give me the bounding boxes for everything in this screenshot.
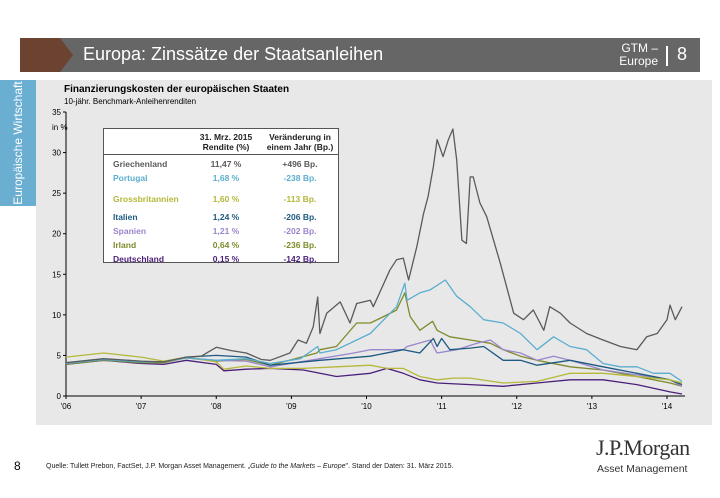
- sidebar-tab[interactable]: Europäische Wirtschaft: [0, 80, 36, 206]
- gtm-label: GTM – Europe: [600, 42, 658, 68]
- cell-country: Portugal: [113, 173, 148, 183]
- x-tick-label: '13: [587, 402, 598, 411]
- y-tick-label: 20: [52, 230, 61, 239]
- footer-page-number: 8: [14, 459, 21, 473]
- series-line-griechenland: [65, 128, 683, 364]
- cell-change: -202 Bp.: [283, 226, 317, 236]
- cell-yield: 1,68 %: [212, 173, 240, 183]
- logo-subtitle: Asset Management: [597, 463, 688, 475]
- y-tick-label: 10: [52, 311, 61, 320]
- cell-country: Deutschland: [113, 254, 165, 264]
- cell-country: Grossbritannien: [113, 194, 179, 204]
- cell-change: -236 Bp.: [283, 240, 317, 250]
- y-tick-label: 5: [57, 351, 62, 360]
- cell-change: -142 Bp.: [283, 254, 317, 264]
- table-row: Grossbritannien 1,60 % -113 Bp.: [104, 193, 338, 205]
- cell-yield: 1,60 %: [212, 194, 240, 204]
- y-tick-label: 15: [52, 270, 61, 279]
- y-tick-label: 25: [52, 189, 61, 198]
- x-tick-label: '09: [286, 402, 297, 411]
- cell-yield: 0,64 %: [212, 240, 240, 250]
- chart-subtitle: 10-jähr. Benchmark-Anleihenrenditen: [64, 97, 197, 106]
- cell-yield: 0,15 %: [212, 254, 240, 264]
- source-pre: Quelle: Tullett Prebon, FactSet, J.P. Mo…: [46, 463, 251, 470]
- header-page-number: 8: [677, 44, 688, 64]
- x-tick-label: '11: [437, 402, 447, 411]
- table-row: Portugal 1,68 % -238 Bp.: [104, 172, 338, 184]
- cell-change: -238 Bp.: [283, 173, 317, 183]
- jpmorgan-logo: J.P.Morgan: [596, 435, 690, 460]
- header-change-line2: einem Jahr (Bp.): [266, 142, 334, 152]
- y-axis-label: in %: [52, 123, 68, 132]
- chart-title: Finanzierungskosten der europäischen Sta…: [64, 84, 290, 95]
- table-row: Griechenland 11,47 % +496 Bp.: [104, 158, 338, 170]
- table-row: Spanien 1,21 % -202 Bp.: [104, 225, 338, 237]
- source-title: Guide to the Markets – Europe: [250, 463, 346, 470]
- table-row: Italien 1,24 % -206 Bp.: [104, 211, 338, 223]
- x-tick-label: '10: [361, 402, 372, 411]
- legend-table: 31. Mrz. 2015 Rendite (%) Veränderung in e…: [103, 128, 339, 265]
- x-tick-label: '08: [211, 402, 222, 411]
- x-tick-label: '07: [136, 402, 147, 411]
- gtm-label-line1: GTM –: [621, 41, 658, 55]
- header-bar: [20, 38, 700, 72]
- cell-country: Italien: [113, 212, 138, 222]
- cell-change: -113 Bp.: [283, 194, 317, 204]
- page-title: Europa: Zinssätze der Staatsanleihen: [83, 44, 384, 64]
- header-yield-line2: Rendite (%): [202, 142, 250, 152]
- cell-yield: 1,21 %: [212, 226, 240, 236]
- table-row: Irland 0,64 % -236 Bp.: [104, 239, 338, 251]
- section-marker: [20, 38, 60, 72]
- y-tick-label: 0: [57, 392, 62, 401]
- source-post: ". Stand der Daten: 31. März 2015.: [345, 463, 454, 470]
- header-divider: [666, 46, 668, 66]
- y-tick-label: 30: [52, 149, 61, 158]
- cell-country: Spanien: [113, 226, 147, 236]
- chevron-decoration: [60, 38, 73, 72]
- x-tick-label: '14: [662, 402, 673, 411]
- header-rule: [104, 154, 338, 155]
- series-line-deutschland: [65, 359, 683, 395]
- source-note: Quelle: Tullett Prebon, FactSet, J.P. Mo…: [46, 462, 453, 471]
- x-tick-label: '12: [512, 402, 523, 411]
- cell-yield: 1,24 %: [212, 212, 240, 222]
- header-yield: 31. Mrz. 2015 Rendite (%): [192, 132, 260, 152]
- header-change: Veränderung in einem Jahr (Bp.): [263, 132, 337, 152]
- cell-change: -206 Bp.: [283, 212, 317, 222]
- x-tick-label: '06: [61, 402, 72, 411]
- header-yield-line1: 31. Mrz. 2015: [199, 132, 253, 142]
- header-change-line1: Veränderung in: [269, 132, 331, 142]
- cell-change: +496 Bp.: [282, 159, 318, 169]
- series-line-portugal: [65, 279, 683, 382]
- cell-yield: 11,47 %: [210, 159, 242, 169]
- y-tick-label: 35: [52, 108, 61, 117]
- cell-country: Irland: [113, 240, 137, 250]
- gtm-label-line2: Europe: [619, 54, 658, 68]
- table-row: Deutschland 0,15 % -142 Bp.: [104, 253, 338, 265]
- cell-country: Griechenland: [113, 159, 168, 169]
- series-line-grossbritannien: [65, 352, 683, 384]
